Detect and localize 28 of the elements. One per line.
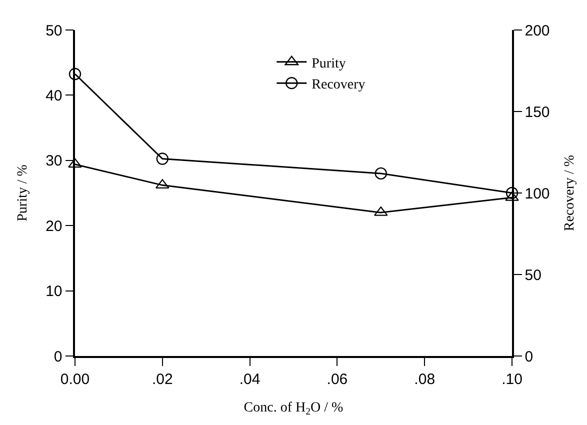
y-tick-label: 50 (46, 22, 62, 40)
y-tick-label: 10 (46, 283, 62, 300)
y2-tick-label: 0 (524, 348, 534, 366)
y2-axis-title: Recovery / % (562, 154, 578, 232)
x-tick-label: .08 (414, 370, 436, 388)
legend-label: Purity (312, 56, 346, 72)
point (374, 167, 387, 180)
point (156, 152, 168, 165)
y-tick-label: 20 (46, 218, 62, 235)
x-tick-label: 0.00 (60, 370, 90, 388)
y-tick-label: 30 (46, 152, 62, 170)
point (506, 186, 518, 200)
y2-tick-label: 50 (524, 266, 542, 284)
x-tick-label: .02 (152, 370, 173, 388)
x-tick-label: .04 (239, 370, 260, 388)
point (68, 158, 82, 168)
legend-label: Recovery (312, 78, 366, 93)
y-tick-label: 0 (54, 348, 62, 366)
point (505, 191, 519, 201)
x-axis-title: Conc. of H$_{2}$O / % (244, 400, 344, 418)
y2-tick-label: 100 (524, 185, 550, 202)
x-tick-label: .06 (326, 370, 348, 388)
x-tick-label: .10 (502, 370, 522, 388)
y-tick-label: 40 (46, 87, 62, 104)
point (68, 68, 82, 80)
y-axis-title: Purity / % (16, 164, 31, 222)
y2-tick-label: 150 (524, 104, 550, 121)
y2-tick-label: 200 (524, 22, 550, 40)
